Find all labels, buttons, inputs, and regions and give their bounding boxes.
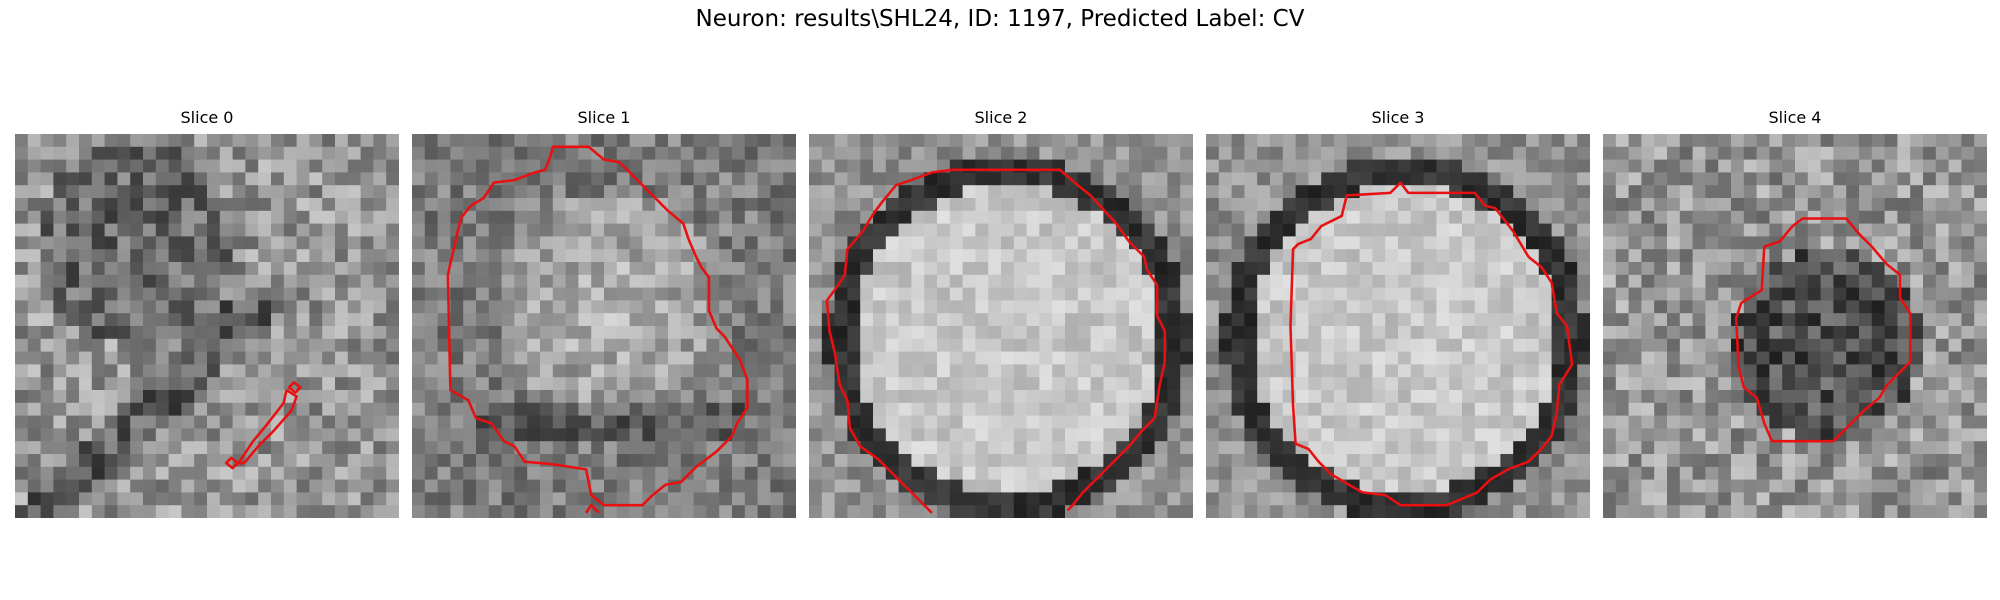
slice-title: Slice 4 [1768,108,1822,127]
slice-title: Slice 1 [577,108,631,127]
slice-title: Slice 3 [1371,108,1425,127]
slice-image-1 [412,134,796,518]
pixel-grid [1603,134,1987,518]
slice-image-0 [15,134,399,518]
slice-title: Slice 2 [974,108,1028,127]
pixel-grid [412,134,796,518]
figure-title: Neuron: results\SHL24, ID: 1197, Predict… [695,6,1305,32]
slice-image-3 [1206,134,1590,518]
slice-image-4 [1603,134,1987,518]
pixel-grid [15,134,399,518]
pixel-grid [809,134,1193,518]
segmentation-contour [224,381,302,470]
slice-title: Slice 0 [180,108,234,127]
segmentation-contour [1734,217,1912,443]
segmentation-contour [825,168,1167,514]
pixel-grid [1206,134,1590,518]
segmentation-contour [1289,181,1574,507]
segmentation-contour [446,145,749,514]
slice-image-2 [809,134,1193,518]
